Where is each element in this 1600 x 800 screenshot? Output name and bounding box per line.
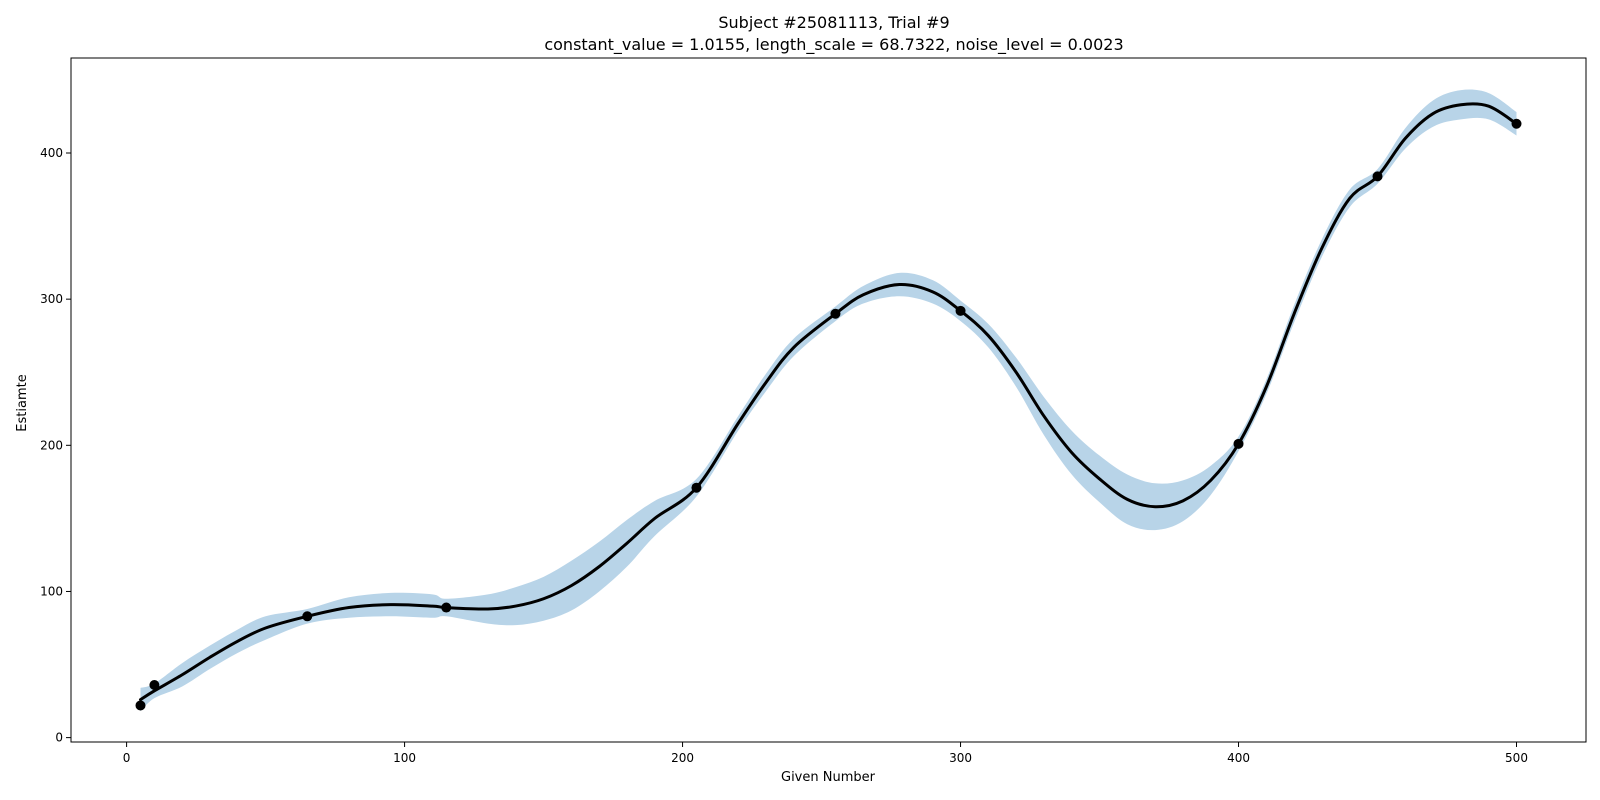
- observation-point: [1372, 171, 1383, 182]
- chart-subtitle: constant_value = 1.0155, length_scale = …: [544, 35, 1123, 55]
- mean-line: [139, 102, 1518, 702]
- x-tick-label: 100: [393, 751, 416, 765]
- x-tick-label: 400: [1227, 751, 1250, 765]
- y-tick-label: 100: [40, 584, 63, 598]
- observation-point: [135, 700, 146, 711]
- observation-point: [1511, 118, 1522, 129]
- chart-title: Subject #25081113, Trial #9: [718, 13, 949, 32]
- observation-point: [691, 482, 702, 493]
- y-axis-label: Estiamte: [15, 374, 30, 431]
- x-axis: 0 100 200 300 400 500: [123, 742, 1528, 765]
- confidence-band: [140, 89, 1517, 712]
- observation-point: [955, 305, 966, 316]
- y-tick-label: 300: [40, 292, 63, 306]
- observation-point: [1233, 438, 1244, 449]
- x-tick-label: 200: [671, 751, 694, 765]
- observation-point: [302, 611, 313, 622]
- observation-point: [441, 602, 452, 613]
- x-axis-label: Given Number: [781, 770, 876, 785]
- plot-area: [135, 89, 1522, 712]
- x-tick-label: 0: [123, 751, 131, 765]
- observation-point: [149, 680, 160, 690]
- y-tick-label: 400: [40, 146, 63, 160]
- observation-point: [830, 308, 841, 319]
- y-axis: 0 100 200 300 400: [40, 146, 71, 745]
- y-tick-label: 0: [55, 731, 63, 745]
- x-tick-label: 500: [1505, 751, 1528, 765]
- axes-frame: [70, 57, 1587, 743]
- y-tick-label: 200: [40, 438, 63, 452]
- x-tick-label: 300: [949, 751, 972, 765]
